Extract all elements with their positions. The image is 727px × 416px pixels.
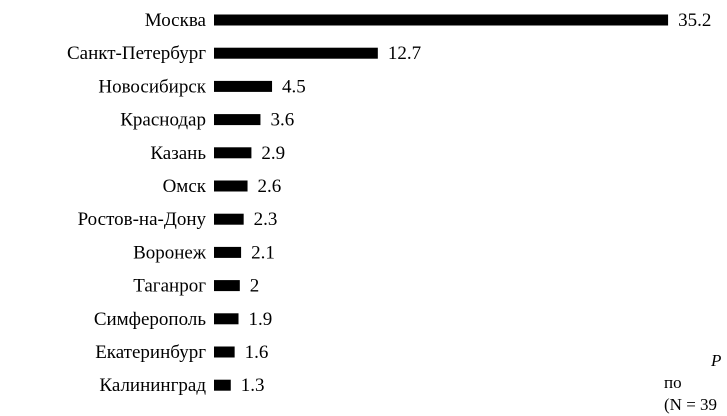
category-label: Омск xyxy=(163,176,207,197)
category-label: Екатеринбург xyxy=(95,342,206,363)
value-label: 1.6 xyxy=(245,342,269,363)
category-label: Таганрог xyxy=(133,276,206,297)
value-label: 35.2 xyxy=(678,10,711,31)
bar xyxy=(214,313,239,325)
value-label: 2.9 xyxy=(261,143,285,164)
caption-line-3: (N = 39 xyxy=(664,395,718,414)
value-label: 2.3 xyxy=(254,209,278,230)
bar xyxy=(214,147,252,159)
bar xyxy=(214,114,261,126)
value-label: 4.5 xyxy=(282,76,306,97)
category-label: Москва xyxy=(145,10,207,31)
value-label: 12.7 xyxy=(388,43,421,64)
bar xyxy=(214,14,669,26)
category-label: Новосибирск xyxy=(98,76,206,97)
category-label: Краснодар xyxy=(120,110,206,131)
bar xyxy=(214,379,231,391)
bar xyxy=(214,180,248,192)
bar xyxy=(214,280,240,292)
bar xyxy=(214,213,244,225)
category-label: Казань xyxy=(150,143,206,164)
value-label: 1.9 xyxy=(249,309,273,330)
caption-line-2: по п xyxy=(664,373,682,392)
bar xyxy=(214,346,235,358)
category-label: Санкт-Петербург xyxy=(67,43,206,64)
bar xyxy=(214,47,378,59)
category-label: Ростов-на-Дону xyxy=(78,209,207,230)
value-label: 2.1 xyxy=(251,242,275,263)
bar xyxy=(214,80,273,92)
bar xyxy=(214,246,242,258)
value-label: 2.6 xyxy=(258,176,282,197)
category-label: Симферополь xyxy=(94,309,207,330)
value-label: 2 xyxy=(250,276,259,297)
value-label: 3.6 xyxy=(270,110,294,131)
value-label: 1.3 xyxy=(241,375,265,396)
category-label: Калининград xyxy=(99,375,206,396)
category-label: Воронеж xyxy=(133,242,207,263)
caption-line-1: Р xyxy=(711,351,722,370)
